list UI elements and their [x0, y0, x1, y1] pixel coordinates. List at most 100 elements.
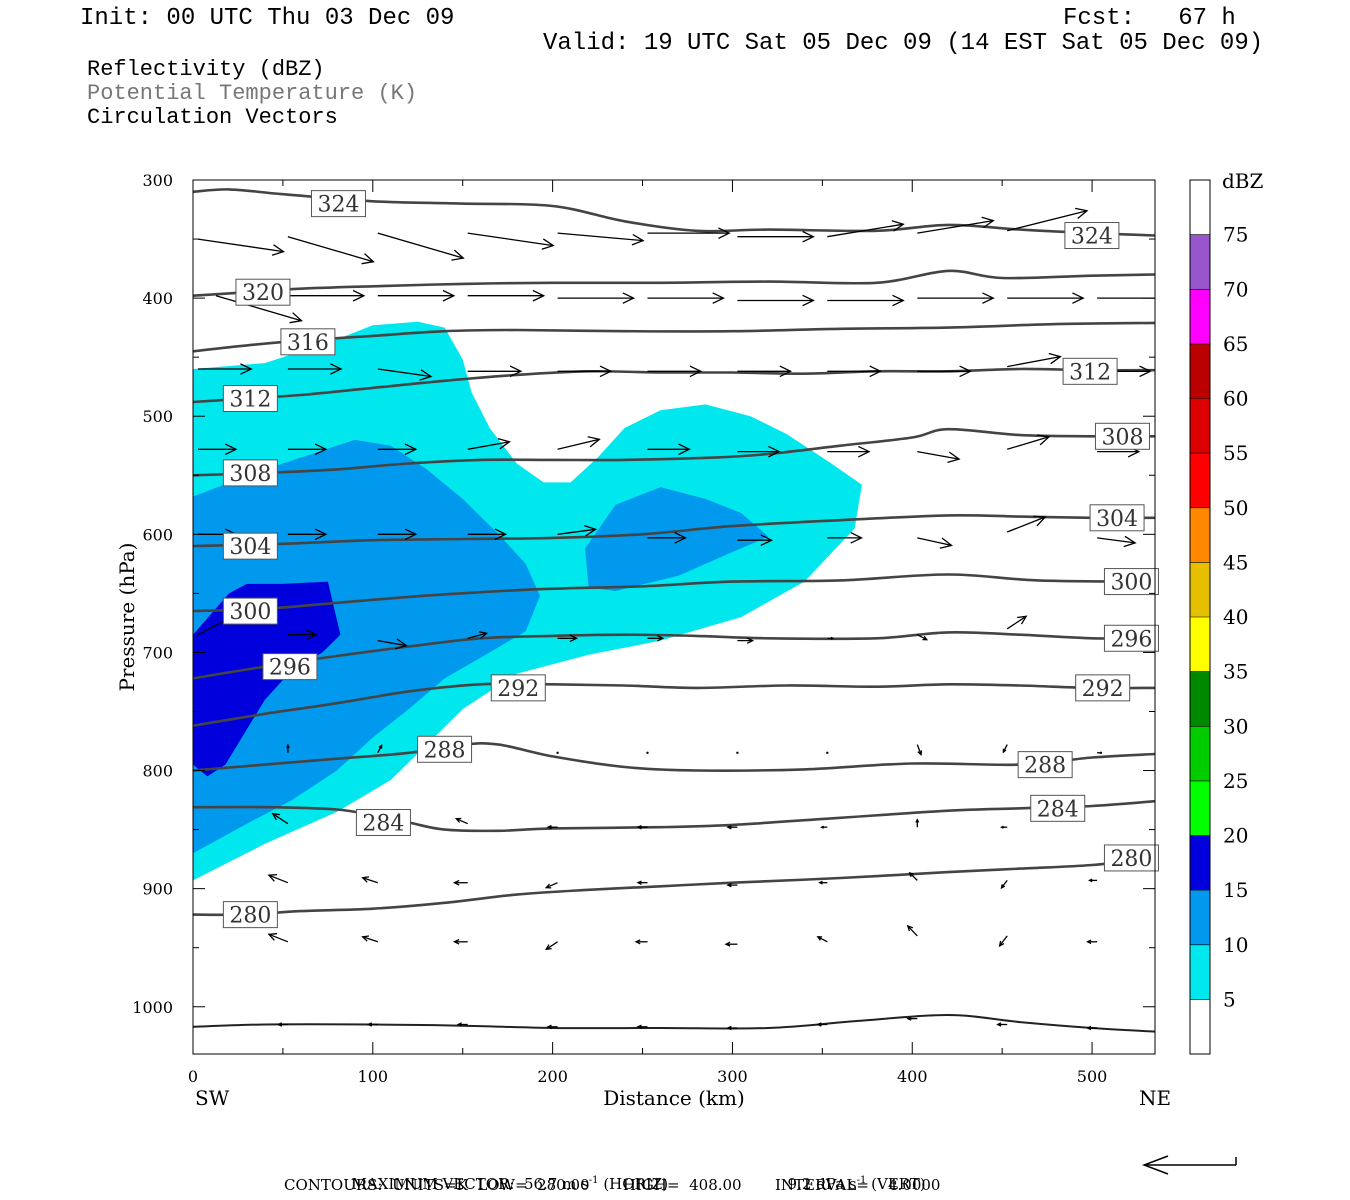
field-label-reflectivity: Reflectivity (dBZ): [87, 57, 325, 82]
circulation-vector-34: [377, 443, 418, 456]
colorbar-swatch-8: [1190, 562, 1210, 618]
circulation-vector-14: [557, 292, 636, 304]
circulation-vector-3: [467, 232, 555, 250]
theta-label-280-0: 280: [229, 904, 271, 929]
y-tick-label-700: 700: [142, 643, 173, 662]
colorbar-title: dBZ: [1222, 169, 1264, 193]
theta-label-288-1: 288: [1024, 754, 1066, 779]
valid-time: Valid: 19 UTC Sat 05 Dec 09 (14 EST Sat …: [543, 30, 1264, 57]
circulation-vector-80: [1000, 825, 1008, 829]
circulation-vector-73: [271, 812, 289, 825]
theta-contour-324: [193, 188, 1155, 237]
colorbar-label-65: 65: [1223, 332, 1248, 356]
forecast-hour: Fcst: 67 h: [1063, 5, 1236, 32]
circulation-vector-8: [917, 216, 995, 234]
circulation-vector-87: [818, 880, 828, 885]
y-axis-title: Pressure (hPa): [115, 543, 139, 692]
theta-label-304-1: 304: [1096, 507, 1138, 532]
x-tick-label-200: 200: [537, 1067, 568, 1086]
theta-contour-284: [193, 799, 1155, 833]
circulation-vector-66: [556, 751, 559, 754]
circulation-vector-56: [377, 638, 408, 650]
theta-label-316-0: 316: [287, 331, 329, 356]
circulation-vector-32: [198, 443, 238, 456]
field-label-theta: Potential Temperature (K): [87, 81, 418, 106]
x-tick-label-300: 300: [717, 1067, 748, 1086]
reference-vector-arrow: [1141, 1155, 1237, 1175]
colorbar-swatch-5: [1190, 726, 1210, 781]
circulation-vector-71: [1002, 744, 1008, 754]
circulation-vector-45: [377, 528, 418, 541]
circulation-vector-47: [557, 524, 598, 537]
colorbar-label-5: 5: [1223, 987, 1236, 1011]
circulation-vector-7: [827, 220, 905, 238]
y-tick-label-900: 900: [142, 880, 173, 899]
y-tick-label-600: 600: [142, 525, 173, 544]
colorbar-label-75: 75: [1223, 223, 1248, 247]
circulation-vector-25: [557, 365, 613, 378]
theta-label-box-304-1: [1089, 504, 1145, 532]
colorbar-label-20: 20: [1223, 824, 1248, 848]
theta-contour-280: [193, 856, 1155, 917]
theta-label-box-288-1: [1017, 751, 1073, 779]
theta-contour-292: [193, 682, 1155, 727]
y-tick-label-500: 500: [142, 407, 173, 426]
circulation-vector-59: [647, 635, 665, 642]
theta-contour-288: [193, 742, 1155, 772]
circulation-vector-6: [737, 230, 815, 243]
colorbar-swatch-0: [1190, 999, 1210, 1055]
colorbar-swatch-9: [1190, 507, 1210, 563]
y-tick-label-300: 300: [142, 171, 173, 190]
circulation-vector-10: [215, 295, 303, 324]
vert-unit-exponent: -1: [856, 1175, 867, 1186]
circulation-vector-100: [1086, 939, 1098, 945]
circulation-vector-70: [916, 744, 923, 757]
theta-label-box-296-0: [262, 653, 318, 681]
circulation-vector-39: [827, 445, 871, 458]
contour-info-line: CONTOURS: UNITS=K LOW= 280.00 HIGH= 408.…: [284, 1176, 941, 1194]
circulation-vector-72: [1097, 751, 1103, 754]
reflectivity-region-10dbz-2: [585, 487, 769, 591]
field-label-vectors: Circulation Vectors: [87, 105, 338, 130]
circulation-vector-19: [1007, 292, 1085, 304]
circulation-vector-1: [287, 236, 375, 265]
circulation-vector-68: [736, 751, 739, 754]
circulation-vector-49: [737, 534, 774, 546]
circulation-vector-76: [636, 825, 648, 830]
circulation-vector-2: [377, 232, 465, 261]
colorbar-swatch-11: [1190, 398, 1210, 454]
theta-label-box-280-0: [222, 901, 278, 929]
theta-label-300-0: 300: [229, 600, 271, 625]
circulation-vector-44: [287, 528, 328, 541]
circulation-vector-46: [467, 528, 508, 541]
circulation-vector-15: [647, 292, 725, 304]
circulation-vector-106: [726, 1025, 738, 1031]
horiz-unit-exponent: -1: [588, 1175, 599, 1186]
colorbar-swatch-7: [1190, 617, 1210, 672]
circulation-vector-78: [820, 825, 828, 829]
colorbar-swatch-14: [1190, 234, 1210, 290]
theta-label-324-0: 324: [317, 193, 359, 218]
circulation-vector-38: [737, 445, 781, 458]
theta-label-box-308-0: [222, 459, 278, 487]
theta-label-box-284-0: [355, 809, 411, 837]
theta-label-284-0: 284: [362, 812, 404, 837]
y-tick-label-1000: 1000: [132, 998, 173, 1017]
colorbar-label-70: 70: [1223, 277, 1248, 301]
circulation-vector-22: [287, 363, 343, 375]
circulation-vector-36: [557, 436, 601, 450]
circulation-vector-69: [826, 751, 829, 754]
circulation-vector-23: [377, 368, 433, 381]
circulation-vector-67: [646, 751, 649, 754]
theta-label-308-1: 308: [1101, 425, 1143, 450]
theta-contour-320: [193, 269, 1155, 297]
y-tick-label-800: 800: [142, 762, 173, 781]
colorbar-swatch-13: [1190, 289, 1210, 344]
circulation-vector-91: [267, 933, 289, 943]
x-axis-left-end-label: SW: [195, 1086, 230, 1110]
colorbar-swatch-2: [1190, 890, 1210, 945]
circulation-vector-79: [915, 818, 920, 828]
circulation-vector-65: [377, 743, 383, 754]
colorbar-label-45: 45: [1223, 550, 1248, 574]
circulation-vector-0: [197, 238, 285, 256]
